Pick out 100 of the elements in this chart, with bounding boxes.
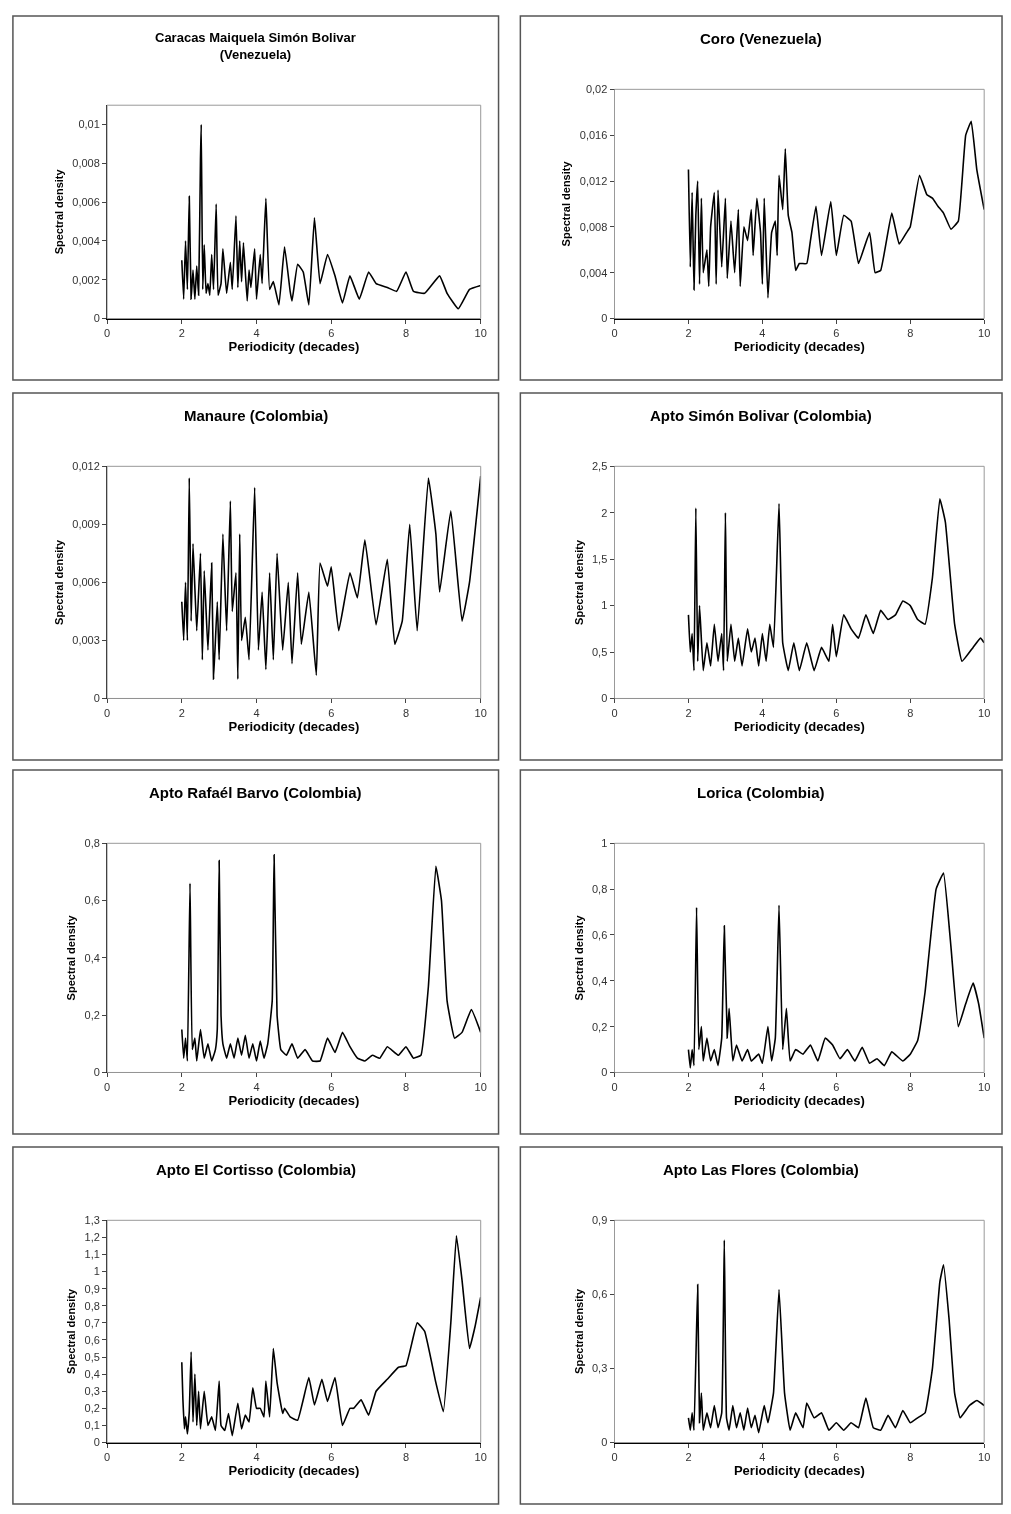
y-tick-label: 0,008 bbox=[579, 220, 608, 233]
x-tick-label: 2 bbox=[178, 1450, 185, 1463]
x-tick-label: 10 bbox=[474, 1450, 487, 1463]
x-axis-title: Periodicity (decades) bbox=[228, 339, 360, 355]
x-tick-label: 2 bbox=[685, 1450, 692, 1463]
chart-title: Apto Las Flores (Colombia) bbox=[663, 1161, 859, 1178]
y-tick-label: 2,5 bbox=[592, 460, 608, 473]
chart-title: Manaure (Colombia) bbox=[184, 407, 329, 424]
x-axis-title: Periodicity (decades) bbox=[228, 1093, 360, 1109]
y-axis-title: Spectral density bbox=[572, 1288, 585, 1374]
y-axis-title: Spectral density bbox=[560, 160, 573, 247]
line-series bbox=[687, 872, 985, 1069]
y-tick-label: 0,2 bbox=[84, 1009, 100, 1022]
x-tick-label: 10 bbox=[978, 1450, 991, 1463]
x-tick-label: 10 bbox=[474, 706, 487, 719]
line-series bbox=[687, 120, 985, 299]
x-tick-label: 2 bbox=[178, 706, 185, 719]
x-tick-label: 4 bbox=[759, 1080, 766, 1093]
y-tick-label: 1,1 bbox=[84, 1248, 100, 1261]
x-tick-label: 0 bbox=[611, 1080, 618, 1093]
x-tick-label: 10 bbox=[474, 326, 487, 339]
x-tick-label: 6 bbox=[833, 1080, 840, 1093]
x-tick-label: 4 bbox=[759, 1450, 766, 1463]
y-tick-label: 0,004 bbox=[72, 234, 100, 247]
x-tick-label: 8 bbox=[907, 1450, 914, 1463]
y-axis-title: Spectral density bbox=[572, 914, 585, 1001]
x-tick-label: 8 bbox=[402, 1080, 410, 1093]
y-axis-title: Spectral density bbox=[52, 168, 65, 255]
x-tick-label: 0 bbox=[104, 326, 111, 339]
y-axis-title: Spectral density bbox=[65, 1288, 78, 1374]
y-tick-label: 0,4 bbox=[84, 951, 100, 964]
x-tick-label: 0 bbox=[104, 1450, 111, 1463]
x-tick-label: 8 bbox=[907, 326, 914, 339]
x-tick-label: 6 bbox=[328, 1450, 335, 1463]
y-tick-label: 0,8 bbox=[84, 837, 100, 850]
line-series bbox=[181, 475, 481, 680]
x-tick-label: 8 bbox=[402, 706, 410, 719]
x-tick-label: 6 bbox=[328, 1080, 335, 1093]
y-tick-label: 0,002 bbox=[72, 273, 100, 286]
chart-title: Lorica (Colombia) bbox=[697, 784, 825, 801]
line-series bbox=[181, 1234, 481, 1437]
x-tick-label: 2 bbox=[685, 706, 692, 719]
y-tick-label: 2 bbox=[601, 506, 608, 519]
y-tick-label: 0,4 bbox=[592, 974, 608, 987]
y-tick-label: 0,6 bbox=[592, 928, 608, 941]
y-tick-label: 0 bbox=[93, 1436, 100, 1449]
y-tick-label: 0,8 bbox=[84, 1299, 100, 1312]
y-tick-label: 0,006 bbox=[72, 196, 100, 209]
x-tick-label: 2 bbox=[178, 1080, 185, 1093]
y-tick-label: 0,6 bbox=[592, 1288, 608, 1301]
line-series bbox=[687, 498, 985, 672]
x-tick-label: 2 bbox=[685, 326, 692, 339]
y-tick-label: 0,9 bbox=[592, 1214, 608, 1227]
y-tick-label: 0,8 bbox=[592, 882, 608, 895]
y-tick-label: 0,2 bbox=[84, 1402, 100, 1415]
x-tick-label: 6 bbox=[328, 706, 335, 719]
y-tick-label: 0,5 bbox=[84, 1350, 100, 1363]
y-tick-label: 1 bbox=[601, 599, 608, 612]
x-tick-label: 10 bbox=[978, 706, 991, 719]
y-tick-label: 0,01 bbox=[78, 118, 100, 131]
y-tick-label: 1,5 bbox=[592, 553, 608, 566]
y-tick-label: 0,2 bbox=[592, 1020, 608, 1033]
y-tick-label: 0 bbox=[601, 1436, 608, 1449]
x-axis-title: Periodicity (decades) bbox=[733, 719, 865, 735]
chart-title: Coro (Venezuela) bbox=[700, 30, 822, 47]
line-series bbox=[687, 1239, 985, 1434]
x-tick-label: 4 bbox=[759, 706, 766, 719]
x-tick-label: 0 bbox=[104, 1080, 111, 1093]
y-tick-label: 0,02 bbox=[585, 83, 608, 96]
y-axis-title: Spectral density bbox=[65, 914, 78, 1001]
x-tick-label: 4 bbox=[253, 706, 260, 719]
y-axis-title: Spectral density bbox=[52, 539, 65, 625]
y-tick-label: 0,3 bbox=[84, 1385, 100, 1398]
x-tick-label: 8 bbox=[907, 706, 914, 719]
y-tick-label: 0,7 bbox=[84, 1316, 100, 1329]
x-tick-label: 0 bbox=[104, 706, 111, 719]
line-series bbox=[181, 123, 481, 310]
y-tick-label: 1,2 bbox=[84, 1231, 100, 1244]
y-tick-label: 0,5 bbox=[592, 645, 608, 658]
line-series bbox=[181, 853, 481, 1062]
y-axis-title: Spectral density bbox=[572, 539, 585, 625]
chart-title: Apto El Cortisso (Colombia) bbox=[156, 1161, 356, 1178]
y-tick-label: 0,008 bbox=[72, 157, 100, 170]
x-tick-label: 2 bbox=[178, 326, 185, 339]
x-tick-label: 6 bbox=[328, 326, 335, 339]
y-tick-label: 0,006 bbox=[72, 576, 100, 589]
y-tick-label: 1 bbox=[93, 1265, 100, 1278]
x-tick-label: 10 bbox=[474, 1080, 487, 1093]
y-tick-label: 0,9 bbox=[84, 1282, 100, 1295]
x-tick-label: 10 bbox=[978, 1080, 991, 1093]
y-tick-label: 0,6 bbox=[84, 1333, 100, 1346]
y-tick-label: 0,1 bbox=[84, 1419, 100, 1432]
x-tick-label: 4 bbox=[253, 1450, 260, 1463]
y-tick-label: 1 bbox=[601, 837, 608, 850]
x-tick-label: 4 bbox=[253, 326, 260, 339]
x-axis-title: Periodicity (decades) bbox=[733, 339, 865, 355]
y-tick-label: 0 bbox=[93, 312, 100, 325]
y-tick-label: 0,6 bbox=[84, 894, 100, 907]
y-tick-label: 0 bbox=[601, 312, 608, 325]
y-tick-label: 0 bbox=[601, 692, 608, 705]
